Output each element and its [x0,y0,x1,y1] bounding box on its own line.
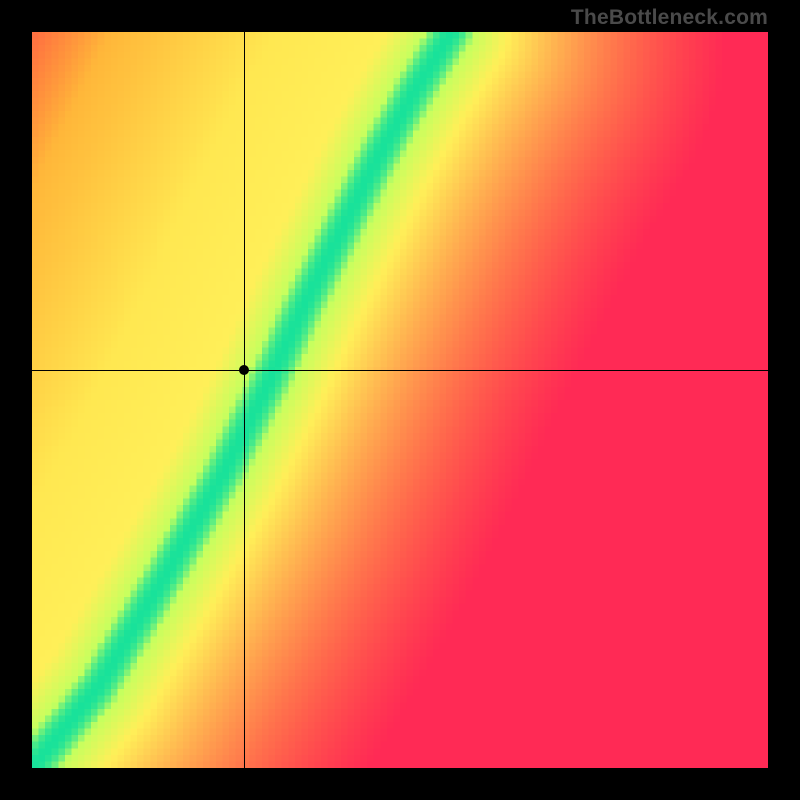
crosshair-vertical [244,32,245,768]
plot-area [32,32,768,768]
watermark-text: TheBottleneck.com [571,6,768,30]
heatmap-canvas [32,32,768,768]
crosshair-horizontal [32,370,768,371]
crosshair-marker [239,365,249,375]
